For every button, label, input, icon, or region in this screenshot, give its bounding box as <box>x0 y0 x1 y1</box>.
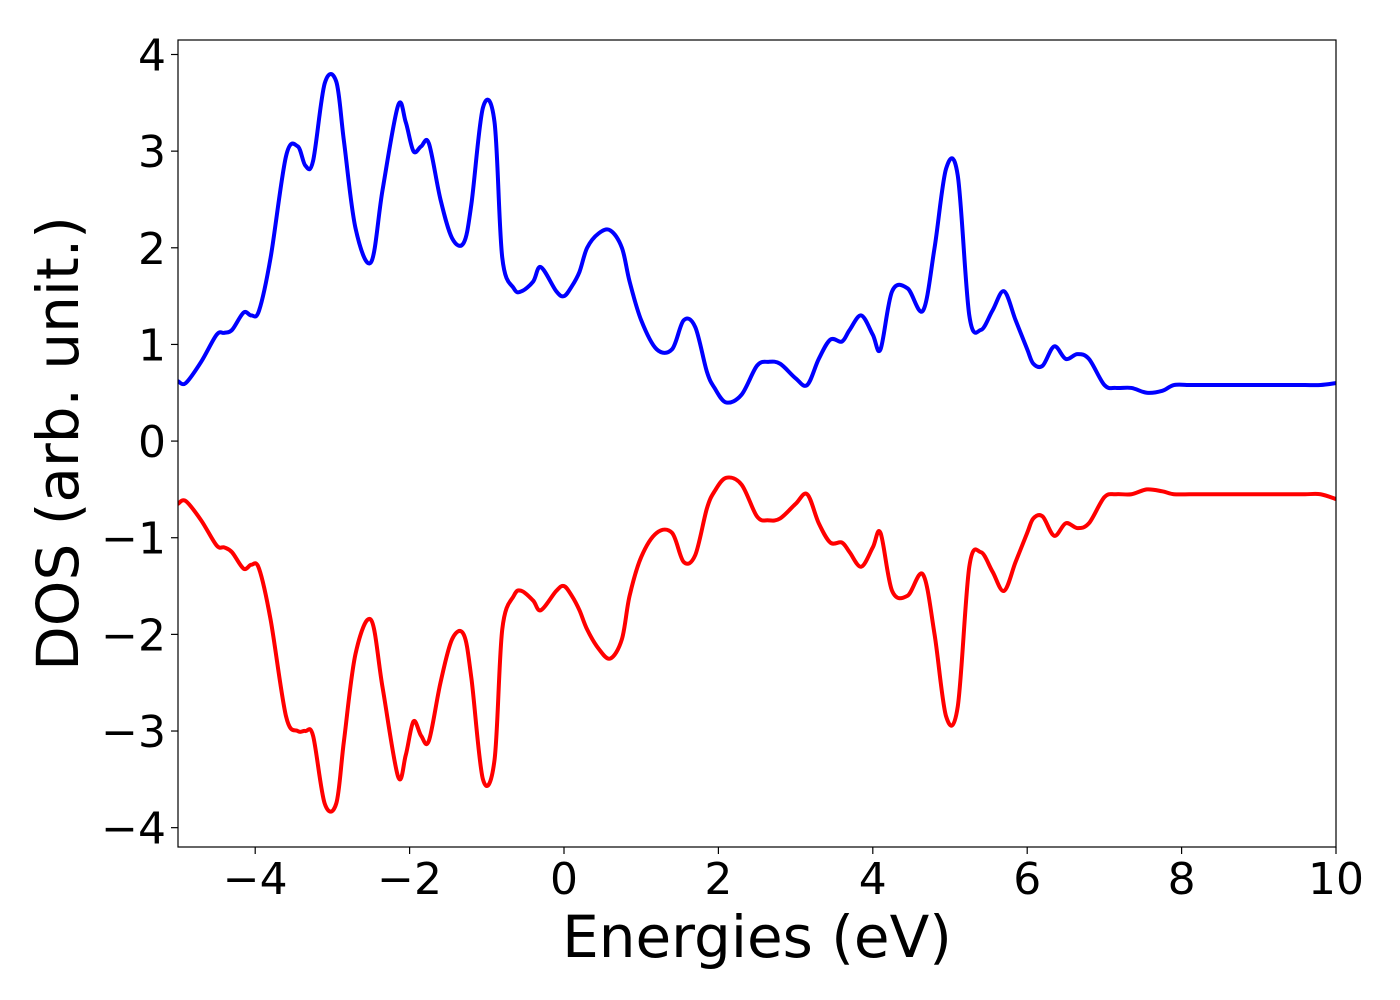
x-axis-label: Energies (eV) <box>562 903 952 971</box>
y-tick-label: −1 <box>101 514 166 565</box>
y-tick-label: 2 <box>138 224 166 275</box>
x-tick-label: −2 <box>377 854 442 905</box>
y-tick-label: −2 <box>101 610 166 661</box>
x-tick-label: −4 <box>223 854 288 905</box>
y-tick-label: −4 <box>101 804 166 855</box>
x-tick-label: 2 <box>704 854 732 905</box>
y-axis-label: DOS (arb. unit.) <box>24 216 92 671</box>
dos-line-red <box>178 475 1336 814</box>
x-tick-label: 8 <box>1168 854 1196 905</box>
x-tick-label: 6 <box>1013 854 1041 905</box>
y-tick-label: 1 <box>138 320 166 371</box>
y-tick-label: 0 <box>138 417 166 468</box>
plot-frame <box>177 39 1337 848</box>
axis-ticks: −4 −2 0 2 4 6 8 10 −4 −3 −2 −1 0 1 2 3 4 <box>101 30 1364 905</box>
x-tick-label: 10 <box>1308 854 1364 905</box>
x-tick-label: 4 <box>859 854 887 905</box>
x-tick-label: 0 <box>550 854 578 905</box>
dos-line-blue <box>178 71 1336 405</box>
plot-area <box>178 71 1336 814</box>
y-tick-label: 4 <box>138 30 166 81</box>
y-tick-label: 3 <box>138 127 166 178</box>
y-tick-label: −3 <box>101 707 166 758</box>
